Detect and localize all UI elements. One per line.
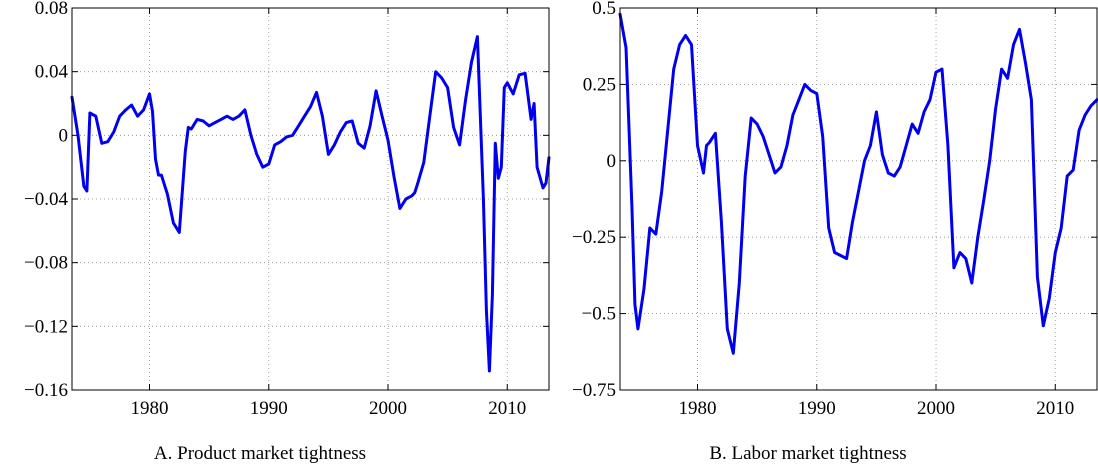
a-x-tick-label-1: 1990 [250, 398, 288, 419]
b-y-tick-label-3: −0.25 [572, 227, 616, 248]
a-y-tick-label-6: −0.16 [24, 380, 68, 401]
a-x-tick-label-2: 2000 [369, 398, 407, 419]
a-series-line-0 [70, 35, 551, 373]
b-y-tick-label-0: 0.5 [592, 0, 616, 19]
b-x-tick-label-1: 1990 [798, 398, 836, 419]
b-x-tick-label-2: 2000 [917, 398, 955, 419]
b-y-tick-label-1: 0.25 [583, 74, 616, 95]
a-y-tick-label-0: 0.08 [35, 0, 68, 19]
b-series-line-0 [618, 12, 1098, 355]
b-y-tick-label-5: −0.75 [572, 380, 616, 401]
panel-product-market-tightness: 1980 1990 2000 2010 0.08 0.04 0 −0.04 −0.08 −0.12… [24, 0, 551, 419]
a-y-tick-label-1: 0.04 [35, 62, 69, 83]
caption-labor-market-tightness: B. Labor market tightness [709, 443, 906, 464]
a-y-tick-label-2: 0 [59, 125, 69, 146]
b-axes-frame [619, 7, 1098, 391]
a-x-tick-label-3: 2010 [488, 398, 526, 419]
a-y-tick-label-3: −0.04 [24, 189, 68, 210]
caption-product-market-tightness: A. Product market tightness [154, 443, 366, 464]
a-x-tick-label-0: 1980 [131, 398, 169, 419]
a-y-tick-label-5: −0.12 [24, 316, 68, 337]
panel-labor-market-tightness: 1980 1990 2000 2010 0.5 0.25 0 −0.25 −0.5 −0.75 [572, 0, 1098, 419]
a-y-tick-label-4: −0.08 [24, 253, 68, 274]
b-y-tick-label-2: 0 [607, 151, 617, 172]
b-x-tick-label-0: 1980 [679, 398, 717, 419]
b-y-tick-label-4: −0.5 [582, 304, 616, 325]
b-x-tick-label-3: 2010 [1036, 398, 1074, 419]
a-axes-frame [71, 7, 550, 391]
